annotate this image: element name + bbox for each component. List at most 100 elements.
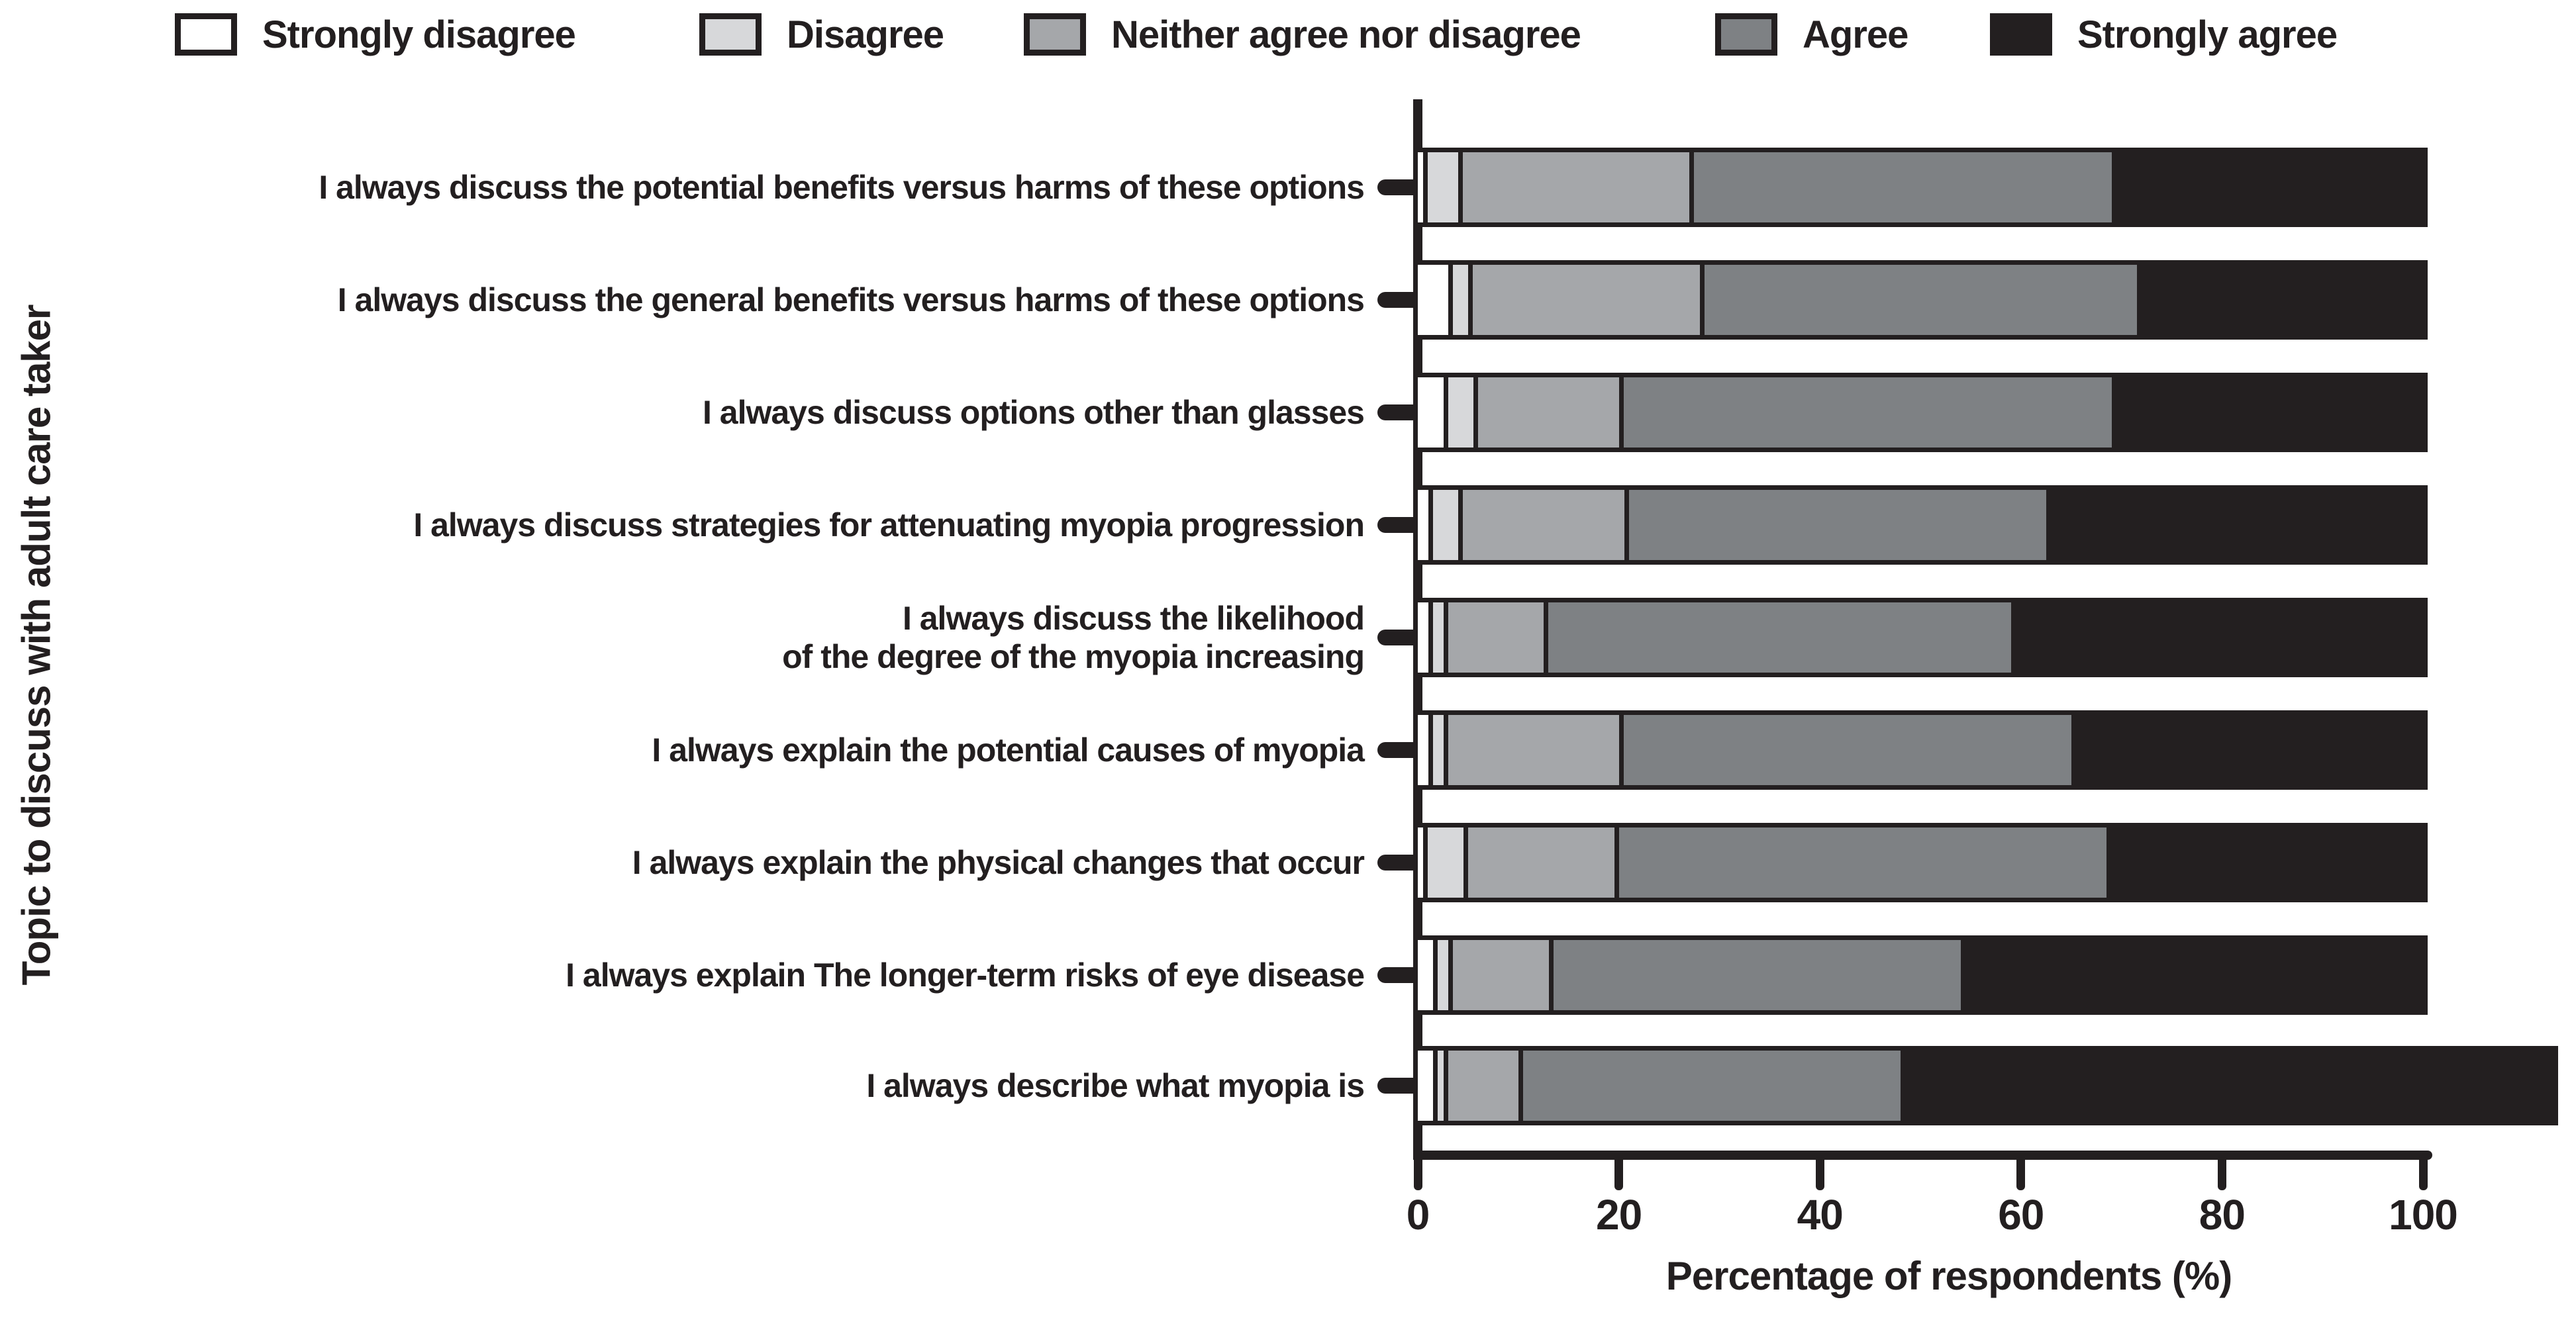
bar-segment-neither-agree-nor-disagree (1473, 265, 1705, 335)
x-axis-title: Percentage of respondents (%) (1665, 1254, 2233, 1298)
legend-swatch-icon (1990, 13, 2052, 56)
bar-segment-strongly-disagree (1418, 1051, 1438, 1121)
category-label: I always discuss the general benefits ve… (337, 281, 1365, 318)
bar-segment-disagree (1428, 827, 1468, 898)
category-label: I always explain The longer-term risks o… (566, 957, 1365, 994)
x-axis-tick (1614, 1160, 1624, 1190)
x-axis-tick (1413, 1160, 1422, 1190)
y-axis-tick (1377, 967, 1416, 983)
bar-row (1413, 598, 2428, 677)
bar-segment-strongly-disagree (1418, 940, 1438, 1010)
bar-segment-agree (1694, 152, 2116, 222)
bar-segment-strongly-disagree (1418, 602, 1433, 673)
bar-segment-strongly-agree (2051, 490, 2423, 560)
legend-item: Strongly disagree (175, 11, 576, 58)
bar-segment-strongly-disagree (1418, 377, 1448, 448)
bar-segment-agree (1548, 602, 2016, 673)
bar-segment-strongly-disagree (1418, 715, 1433, 785)
bar-row (1413, 373, 2428, 452)
bar-segment-neither-agree-nor-disagree (1478, 377, 1624, 448)
x-axis-tick-label: 0 (1406, 1191, 1430, 1239)
bar-segment-strongly-disagree (1418, 265, 1454, 335)
legend-item: Agree (1715, 11, 1908, 58)
bar-segment-disagree (1428, 152, 1463, 222)
legend-label: Disagree (787, 13, 944, 56)
category-label: I always discuss options other than glas… (703, 394, 1365, 431)
bar-segment-disagree (1438, 1051, 1448, 1121)
bar-segment-neither-agree-nor-disagree (1448, 715, 1624, 785)
bar-segment-disagree (1453, 265, 1473, 335)
bar-segment-strongly-agree (2076, 715, 2423, 785)
legend-item: Neither agree nor disagree (1024, 11, 1581, 58)
bar-row (1413, 823, 2428, 902)
legend-swatch-icon (699, 13, 762, 56)
bar-row (1413, 485, 2428, 565)
y-axis-tick (1377, 630, 1416, 645)
bar-segment-agree (1624, 715, 2077, 785)
bar-segment-agree (1618, 827, 2112, 898)
bar-segment-neither-agree-nor-disagree (1453, 940, 1554, 1010)
legend-label: Strongly disagree (262, 13, 576, 56)
bar-segment-strongly-agree (2141, 265, 2423, 335)
y-axis-tick (1377, 1078, 1416, 1094)
bar-segment-neither-agree-nor-disagree (1448, 602, 1549, 673)
bar-segment-strongly-disagree (1418, 490, 1433, 560)
bar-segment-agree (1704, 265, 2142, 335)
bar-segment-disagree (1438, 940, 1454, 1010)
legend-label: Neither agree nor disagree (1111, 13, 1581, 56)
y-axis-tick (1377, 855, 1416, 871)
x-axis-tick-label: 60 (1998, 1191, 2044, 1239)
bar-segment-disagree (1432, 602, 1448, 673)
x-axis-tick (2217, 1160, 2226, 1190)
x-axis-tick (1815, 1160, 1824, 1190)
legend-label: Agree (1803, 13, 1908, 56)
bar-segment-disagree (1448, 377, 1479, 448)
y-axis-tick (1377, 517, 1416, 533)
bar-segment-agree (1523, 1051, 1906, 1121)
bar-segment-strongly-agree (2116, 377, 2423, 448)
category-label: I always explain the physical changes th… (632, 844, 1365, 881)
x-axis-tick-label: 80 (2199, 1191, 2246, 1239)
x-axis-tick-label: 20 (1596, 1191, 1642, 1239)
bar-segment-strongly-disagree (1418, 827, 1428, 898)
bar-segment-neither-agree-nor-disagree (1463, 152, 1695, 222)
bar-segment-strongly-agree (2016, 602, 2423, 673)
legend-swatch-icon (175, 13, 237, 56)
bar-segment-neither-agree-nor-disagree (1448, 1051, 1524, 1121)
bar-segment-neither-agree-nor-disagree (1463, 490, 1629, 560)
bar-segment-agree (1553, 940, 1966, 1010)
bar-segment-disagree (1432, 715, 1448, 785)
y-axis-title: Topic to discuss with adult care taker (14, 305, 59, 986)
bar-row (1413, 935, 2428, 1015)
legend-item: Strongly agree (1990, 11, 2338, 58)
bar-segment-agree (1624, 377, 2116, 448)
bar-segment-strongly-disagree (1418, 152, 1428, 222)
bar-segment-strongly-agree (2111, 827, 2423, 898)
bar-row (1413, 1046, 2559, 1125)
bar-segment-strongly-agree (2116, 152, 2423, 222)
x-axis-tick-label: 100 (2389, 1191, 2458, 1239)
y-axis-tick (1377, 292, 1416, 308)
bar-segment-strongly-agree (1965, 940, 2423, 1010)
category-label: I always discuss the likelihood of the d… (782, 600, 1365, 675)
y-axis-tick (1377, 742, 1416, 758)
bar-segment-strongly-agree (1905, 1051, 2554, 1121)
category-label: I always discuss the potential benefits … (319, 169, 1365, 206)
bar-row (1413, 148, 2428, 227)
x-axis-tick (2016, 1160, 2026, 1190)
bar-segment-agree (1628, 490, 2052, 560)
category-label: I always discuss strategies for attenuat… (413, 506, 1365, 543)
legend-swatch-icon (1715, 13, 1777, 56)
x-axis-line (1413, 1151, 2432, 1160)
y-axis-tick (1377, 404, 1416, 420)
legend-label: Strongly agree (2077, 13, 2338, 56)
category-label: I always explain the potential causes of… (652, 732, 1365, 769)
x-axis-tick (2418, 1160, 2428, 1190)
bar-segment-disagree (1432, 490, 1463, 560)
x-axis-tick-label: 40 (1797, 1191, 1844, 1239)
category-label: I always describe what myopia is (866, 1067, 1365, 1104)
bar-row (1413, 710, 2428, 790)
bar-segment-neither-agree-nor-disagree (1467, 827, 1619, 898)
bar-row (1413, 260, 2428, 340)
